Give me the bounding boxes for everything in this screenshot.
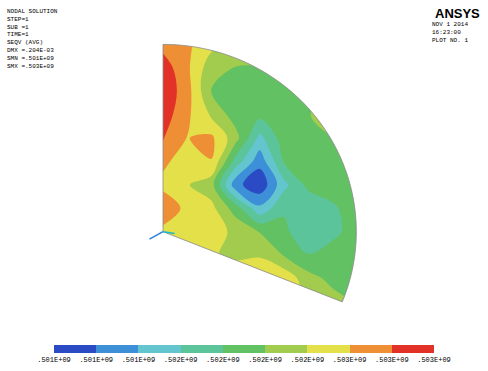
svg-text:.501E+09: .501E+09: [79, 356, 113, 364]
svg-text:.501E+09: .501E+09: [37, 356, 71, 364]
svg-text:.503E+09: .503E+09: [375, 356, 409, 364]
svg-text:.503E+09: .503E+09: [333, 356, 367, 364]
svg-text:.502E+09: .502E+09: [291, 356, 325, 364]
svg-text:NOV 1 201416:23:00PLOT NO. 1: NOV 1 201416:23:00PLOT NO. 1: [432, 21, 468, 44]
svg-text:.502E+09: .502E+09: [248, 356, 282, 364]
svg-text:.503E+09: .503E+09: [417, 356, 451, 364]
svg-text:.501E+09: .501E+09: [122, 356, 156, 364]
svg-text:.502E+09: .502E+09: [164, 356, 198, 364]
svg-text:.502E+09: .502E+09: [206, 356, 240, 364]
svg-text:NODAL SOLUTIONSTEP=1SUB =1TIME: NODAL SOLUTIONSTEP=1SUB =1TIME=1SEQV (AV…: [7, 8, 58, 70]
svg-text:ANSYS: ANSYS: [435, 6, 480, 21]
